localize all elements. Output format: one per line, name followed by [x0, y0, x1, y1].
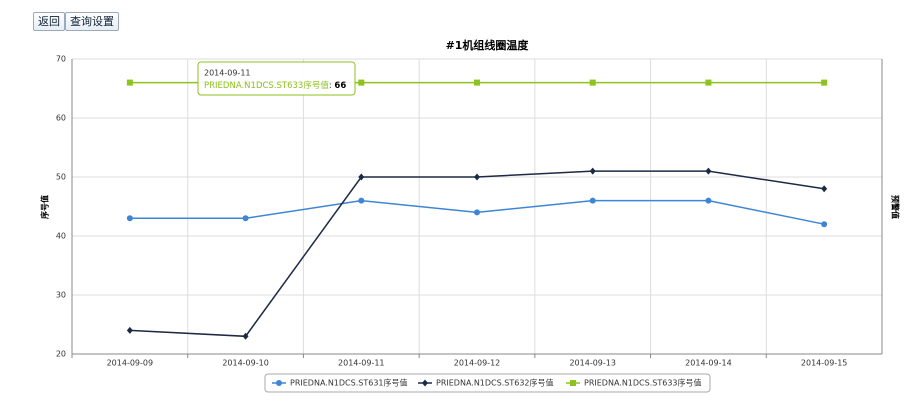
legend-label: PRIEDNA.N1DCS.ST631序号值 [290, 378, 408, 388]
legend-box [264, 373, 711, 393]
legend-label: PRIEDNA.N1DCS.ST632序号值 [436, 378, 554, 388]
tooltip-line: PRIEDNA.N1DCS.ST633序号值: 66 [204, 80, 346, 91]
tooltip-title: 2014-09-11 [204, 69, 251, 78]
point [474, 79, 480, 86]
point [821, 221, 828, 228]
point [474, 209, 480, 216]
point [589, 79, 596, 86]
x-tick-label: 2014-09-11 [338, 359, 385, 368]
y-tick-label: 70 [56, 55, 66, 64]
point [242, 332, 249, 340]
y-axis-label: 序号值 [40, 195, 50, 219]
y-tick-label: 50 [56, 173, 66, 182]
query-settings-button[interactable]: 查询设置 [65, 12, 119, 31]
point [276, 380, 282, 386]
back-button[interactable]: 返回 [33, 12, 65, 31]
point [821, 185, 828, 193]
x-tick-label: 2014-09-14 [685, 359, 732, 368]
y-tick-label: 30 [56, 291, 66, 300]
tooltip-series: PRIEDNA.N1DCS.ST633序号值 [204, 80, 329, 91]
legend-label: PRIEDNA.N1DCS.ST633序号值 [584, 378, 702, 388]
point [821, 79, 828, 86]
x-tick-label: 2014-09-09 [107, 359, 154, 368]
y-tick-label: 40 [56, 232, 66, 241]
tooltip-box [197, 61, 356, 96]
chart-title: #1机组线圈温度 [446, 38, 530, 52]
point [589, 197, 596, 204]
y-tick-label: 60 [56, 114, 66, 123]
point [589, 167, 596, 175]
point [126, 326, 133, 334]
point [358, 79, 365, 86]
point [705, 79, 712, 86]
point [242, 215, 249, 222]
point [126, 79, 133, 86]
x-tick-label: 2014-09-10 [222, 359, 269, 368]
point [126, 215, 133, 222]
tooltip: 2014-09-11 PRIEDNA.N1DCS.ST633序号值: 66 [197, 61, 356, 96]
point [358, 173, 365, 181]
y2-axis-label: 预警值 [891, 195, 901, 219]
x-tick-label: 2014-09-15 [801, 359, 848, 368]
y-tick-label: 20 [56, 350, 66, 359]
x-tick-label: 2014-09-13 [569, 359, 616, 368]
series-line [129, 170, 825, 338]
x-tick-label: 2014-09-12 [454, 359, 501, 368]
point [474, 173, 480, 181]
point [705, 167, 712, 175]
point [422, 379, 428, 387]
point [358, 197, 365, 204]
tooltip-value: 66 [334, 81, 346, 91]
point [570, 380, 576, 386]
point [705, 197, 712, 204]
